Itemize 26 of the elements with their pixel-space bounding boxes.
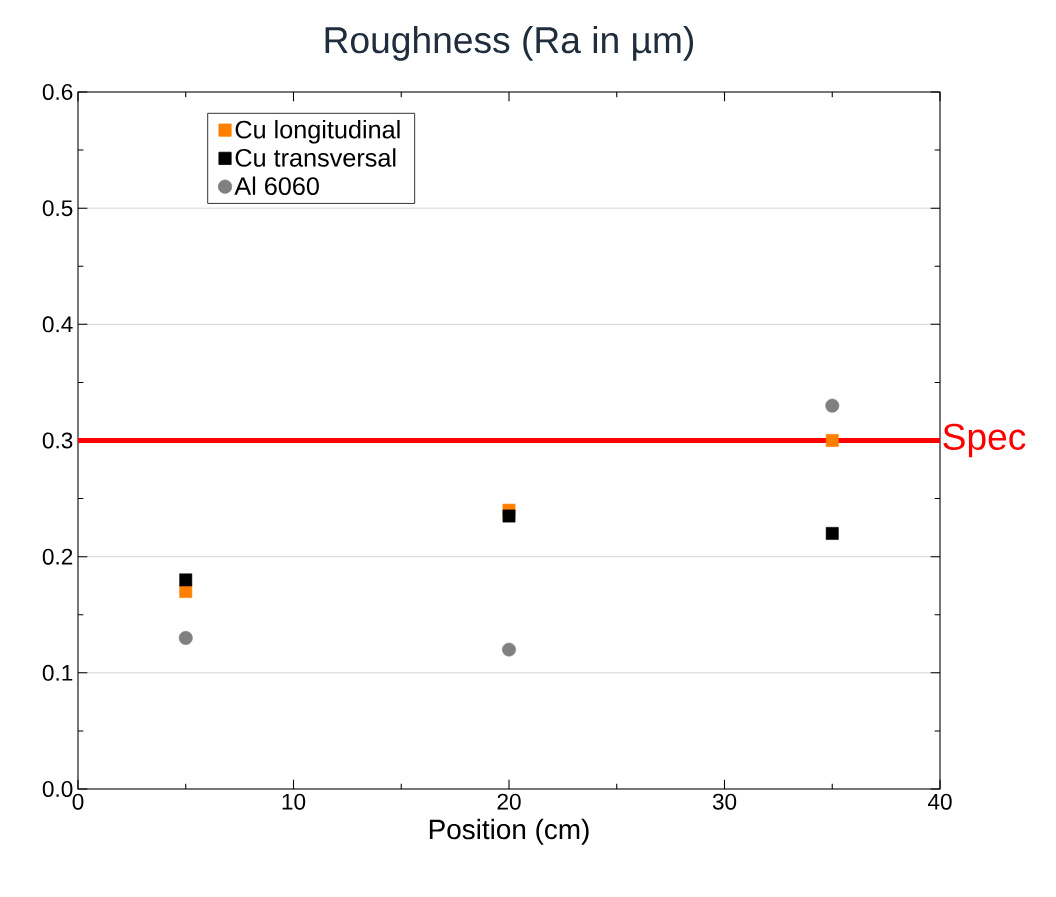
point	[825, 527, 839, 540]
point	[825, 398, 840, 413]
point	[825, 434, 839, 447]
x-tick-label: 0	[72, 793, 84, 810]
x-axis-title: Position (cm)	[429, 818, 589, 845]
x-tick-label: 10	[282, 793, 306, 810]
y-tick-label: 0.1	[42, 664, 73, 681]
y-tick-label: 0.0	[42, 781, 73, 797]
y-tick-label: 0.6	[42, 84, 73, 100]
legend-label: Cu longitudinal	[235, 119, 400, 144]
ref-line-label: Spec	[943, 423, 1026, 458]
point	[179, 585, 193, 598]
point	[179, 573, 193, 587]
y-tick-label: 0.3	[42, 432, 73, 449]
y-tick-label: 0.2	[42, 548, 73, 565]
x-tick-label: 40	[927, 793, 952, 810]
point	[502, 509, 516, 523]
point	[502, 642, 516, 657]
point	[178, 631, 193, 645]
x-tick-label: 20	[497, 793, 521, 810]
x-tick-label: 30	[712, 793, 737, 810]
y-tick-label: 0.5	[42, 200, 73, 217]
chart-title: Roughness (Ra in µm)	[325, 26, 694, 61]
legend-label: Al 6060	[234, 176, 319, 196]
legend-label: Cu transversal	[235, 148, 396, 167]
y-tick-label: 0.4	[42, 316, 73, 333]
